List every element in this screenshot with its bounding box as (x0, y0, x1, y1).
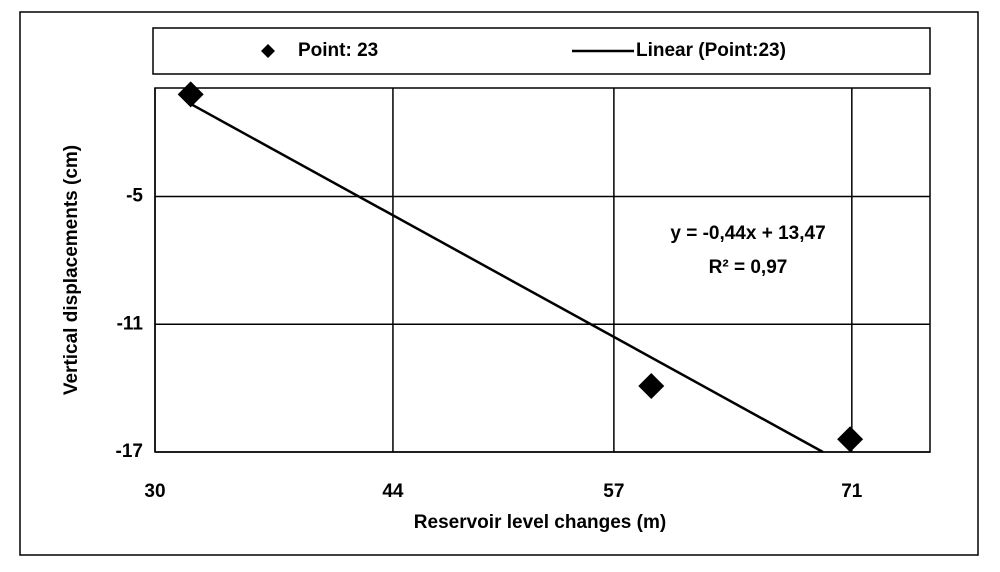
legend-marker (261, 44, 275, 58)
point (638, 373, 665, 400)
point (177, 81, 204, 108)
legend-box (152, 27, 931, 75)
plot-area (154, 87, 931, 453)
x-tick-label: 30 (144, 481, 165, 502)
point (837, 426, 864, 453)
x-axis-title: Reservoir level changes (m) (414, 512, 666, 533)
y-tick-label: -17 (116, 441, 143, 462)
annotation: R² = 0,97 (709, 257, 788, 278)
x-tick-label: 57 (603, 481, 624, 502)
y-tick-label: -5 (126, 186, 143, 207)
trendline (190, 102, 824, 454)
legend-label: Linear (Point:23) (636, 40, 786, 61)
y-tick-label: -11 (117, 313, 144, 334)
legend-label: Point: 23 (298, 40, 378, 61)
x-tick-label: 44 (382, 481, 404, 502)
x-tick-label: 71 (841, 481, 863, 502)
annotation: y = -0,44x + 13,47 (670, 223, 825, 244)
y-axis-title: Vertical displacements (cm) (61, 145, 82, 395)
